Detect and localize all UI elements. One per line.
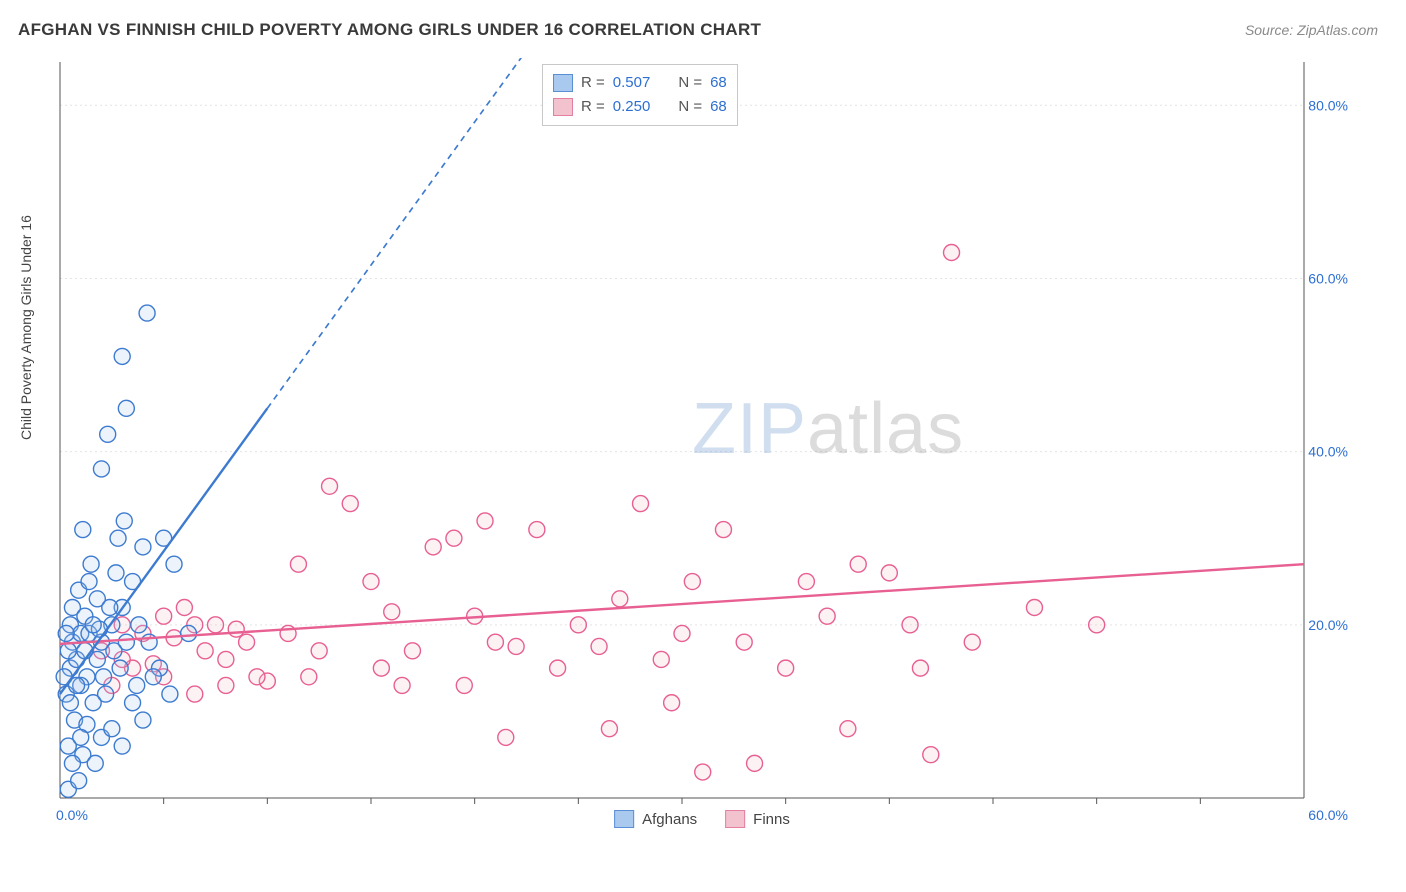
svg-text:0.0%: 0.0% [56, 807, 88, 823]
svg-text:40.0%: 40.0% [1308, 444, 1348, 460]
svg-text:60.0%: 60.0% [1308, 807, 1348, 823]
swatch-afghans [553, 74, 573, 92]
chart-container: 20.0%40.0%60.0%80.0%0.0%60.0% ZIPatlas R… [52, 58, 1352, 828]
scatter-chart: 20.0% 40.0% 60.0% 80.0% 0.0% 60.0% [52, 58, 1352, 828]
source-credit: Source: ZipAtlas.com [1245, 22, 1378, 38]
page-title: AFGHAN VS FINNISH CHILD POVERTY AMONG GI… [18, 20, 761, 40]
svg-text:80.0%: 80.0% [1308, 97, 1348, 113]
y-axis-label: Child Poverty Among Girls Under 16 [18, 215, 34, 440]
stats-legend: R = 0.507 N = 68 R = 0.250 N = 68 [542, 64, 738, 126]
series-legend: Afghans Finns [614, 810, 790, 828]
legend-label-afghans: Afghans [642, 811, 697, 828]
svg-text:60.0%: 60.0% [1308, 270, 1348, 286]
legend-swatch-finns [725, 810, 745, 828]
stats-row-afghans: R = 0.507 N = 68 [553, 71, 727, 95]
legend-swatch-afghans [614, 810, 634, 828]
legend-label-finns: Finns [753, 811, 790, 828]
stats-row-finns: R = 0.250 N = 68 [553, 95, 727, 119]
svg-text:20.0%: 20.0% [1308, 617, 1348, 633]
swatch-finns [553, 98, 573, 116]
